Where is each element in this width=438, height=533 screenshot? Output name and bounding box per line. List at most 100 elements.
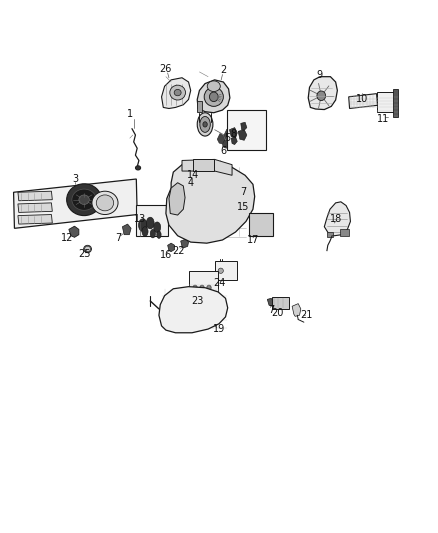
Ellipse shape <box>207 81 220 92</box>
Ellipse shape <box>138 219 147 231</box>
Ellipse shape <box>84 245 92 253</box>
Bar <box>193 159 214 171</box>
Text: 2: 2 <box>220 66 226 75</box>
Polygon shape <box>162 78 191 109</box>
Polygon shape <box>182 159 232 175</box>
Ellipse shape <box>72 189 96 211</box>
Ellipse shape <box>170 85 185 100</box>
Polygon shape <box>241 122 247 130</box>
Text: 15: 15 <box>237 201 249 212</box>
Polygon shape <box>217 134 225 144</box>
Bar <box>393 90 398 117</box>
Ellipse shape <box>185 182 187 185</box>
Polygon shape <box>169 183 185 215</box>
Text: 7: 7 <box>115 233 121 244</box>
Text: 1: 1 <box>127 109 133 119</box>
Polygon shape <box>308 77 337 110</box>
Bar <box>250 214 273 236</box>
Ellipse shape <box>67 184 102 216</box>
Ellipse shape <box>203 122 207 127</box>
Ellipse shape <box>182 163 199 176</box>
Polygon shape <box>324 202 350 236</box>
Ellipse shape <box>96 195 114 211</box>
Polygon shape <box>181 239 188 248</box>
Bar <box>188 271 218 297</box>
Text: 21: 21 <box>300 310 312 320</box>
Ellipse shape <box>185 170 187 173</box>
Polygon shape <box>122 224 131 235</box>
Text: 24: 24 <box>214 278 226 288</box>
Text: 18: 18 <box>330 214 343 224</box>
Polygon shape <box>230 127 237 138</box>
Bar <box>197 101 201 112</box>
Ellipse shape <box>182 171 199 184</box>
Ellipse shape <box>157 231 161 238</box>
Polygon shape <box>18 215 52 224</box>
Polygon shape <box>231 137 237 144</box>
Bar <box>187 179 194 184</box>
Ellipse shape <box>197 113 213 136</box>
Polygon shape <box>223 140 229 148</box>
Ellipse shape <box>218 268 223 273</box>
Text: 5: 5 <box>225 133 231 143</box>
Text: 10: 10 <box>356 94 368 104</box>
Ellipse shape <box>142 227 148 236</box>
Polygon shape <box>224 129 233 141</box>
Polygon shape <box>197 80 230 113</box>
Text: 9: 9 <box>316 70 322 79</box>
Ellipse shape <box>194 170 197 173</box>
Polygon shape <box>166 160 254 243</box>
Ellipse shape <box>92 191 118 215</box>
Polygon shape <box>18 203 52 213</box>
Polygon shape <box>159 287 228 333</box>
Ellipse shape <box>180 176 183 179</box>
Ellipse shape <box>193 285 197 290</box>
Text: 7: 7 <box>268 305 274 315</box>
Polygon shape <box>168 243 175 252</box>
Bar <box>227 110 266 150</box>
Ellipse shape <box>135 166 141 170</box>
Polygon shape <box>349 94 378 109</box>
Ellipse shape <box>209 92 218 102</box>
Text: 8: 8 <box>230 129 237 139</box>
Text: 12: 12 <box>61 233 74 244</box>
Text: 14: 14 <box>187 171 199 180</box>
Ellipse shape <box>207 285 211 290</box>
Polygon shape <box>14 179 137 228</box>
Text: 17: 17 <box>247 235 259 245</box>
Text: 11: 11 <box>378 114 390 124</box>
Ellipse shape <box>154 222 161 232</box>
Text: 4: 4 <box>187 178 194 188</box>
Ellipse shape <box>146 217 154 229</box>
Polygon shape <box>239 195 248 204</box>
Ellipse shape <box>317 91 325 101</box>
Text: 16: 16 <box>160 251 172 260</box>
Ellipse shape <box>79 195 89 205</box>
Text: 22: 22 <box>173 246 185 256</box>
Text: 25: 25 <box>78 249 90 259</box>
Ellipse shape <box>150 229 155 238</box>
Polygon shape <box>267 298 274 306</box>
Polygon shape <box>235 190 242 198</box>
Bar <box>340 229 349 236</box>
Ellipse shape <box>174 90 181 96</box>
Text: 20: 20 <box>272 308 284 318</box>
Polygon shape <box>84 246 91 252</box>
Ellipse shape <box>200 116 210 132</box>
Text: 23: 23 <box>191 296 203 306</box>
Bar <box>136 205 168 236</box>
Ellipse shape <box>199 176 201 179</box>
Polygon shape <box>292 304 301 317</box>
Text: 6: 6 <box>220 147 226 157</box>
Polygon shape <box>18 191 52 201</box>
Bar <box>215 261 237 280</box>
Ellipse shape <box>200 285 204 290</box>
Text: 19: 19 <box>213 324 225 334</box>
Text: 26: 26 <box>160 64 172 74</box>
Ellipse shape <box>204 87 223 107</box>
Bar <box>327 232 333 237</box>
Text: 3: 3 <box>72 174 78 184</box>
Ellipse shape <box>194 182 197 185</box>
Bar <box>377 92 397 112</box>
Polygon shape <box>69 226 79 237</box>
